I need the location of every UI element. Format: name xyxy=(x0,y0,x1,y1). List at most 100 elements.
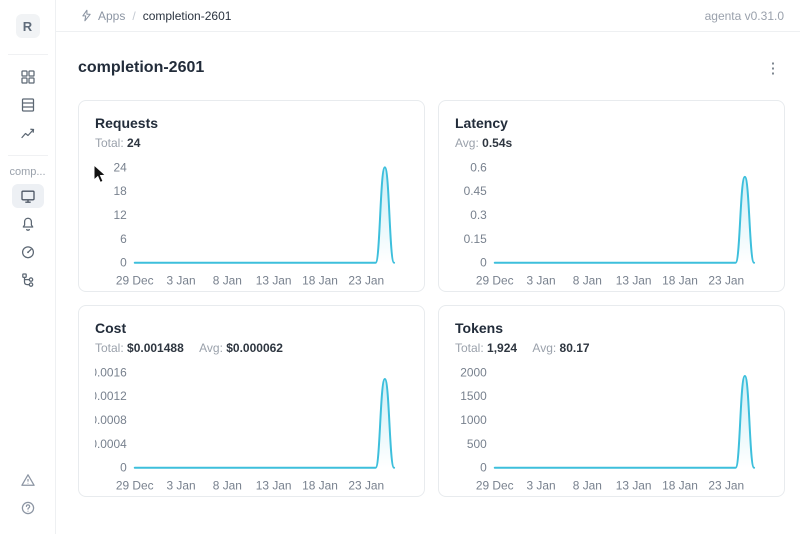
svg-text:23 Jan: 23 Jan xyxy=(708,274,744,288)
stat-value: $0.000062 xyxy=(226,341,283,355)
svg-text:0.3: 0.3 xyxy=(470,208,487,222)
sidebar-item-playground[interactable] xyxy=(12,212,44,236)
svg-text:0.15: 0.15 xyxy=(464,232,488,246)
svg-text:0: 0 xyxy=(120,256,127,270)
svg-text:23 Jan: 23 Jan xyxy=(348,479,384,493)
latency-line-chart: 0 0.15 0.3 0.45 0.6 29 Dec 3 Jan 8 Jan 13 Jan 18 … xyxy=(464,160,756,288)
breadcrumb-current: completion-2601 xyxy=(142,8,232,23)
svg-text:0: 0 xyxy=(120,461,127,475)
sidebar-item-alerts[interactable] xyxy=(12,468,44,492)
card-title: Tokens xyxy=(455,320,503,336)
svg-text:3 Jan: 3 Jan xyxy=(526,274,555,288)
ellipsis-vertical-icon[interactable]: ⋮ xyxy=(765,60,781,77)
stat-label: Total: xyxy=(95,136,124,150)
app-version: agenta v0.31.0 xyxy=(704,8,784,23)
svg-text:23 Jan: 23 Jan xyxy=(708,479,744,493)
svg-text:0.0016: 0.0016 xyxy=(95,365,127,379)
svg-text:13 Jan: 13 Jan xyxy=(256,479,292,493)
svg-text:3 Jan: 3 Jan xyxy=(166,274,195,288)
svg-text:24: 24 xyxy=(114,160,128,174)
svg-text:13 Jan: 13 Jan xyxy=(616,274,652,288)
metric-card-requests: Requests Total: 24 0 6 12 18 24 29 Dec 3 Jan 8 … xyxy=(78,100,425,292)
cost-line-chart: 0 0.0004 0.0008 0.0012 0.0016 29 Dec 3 Jan 8 Ja… xyxy=(95,365,396,493)
requests-line-chart: 0 6 12 18 24 29 Dec 3 Jan 8 Jan 13 Jan 18 Jan 23 J… xyxy=(114,160,396,288)
sidebar-app-label: comp... xyxy=(9,166,46,178)
sidebar-divider xyxy=(7,155,48,156)
stat-label: Avg: xyxy=(532,341,557,355)
breadcrumb: Apps / completion-2601 xyxy=(80,9,231,23)
metric-card-cost: Cost Total: $0.001488 Avg: $0.000062 0 0.… xyxy=(78,305,425,497)
gauge-icon xyxy=(20,244,36,260)
sidebar-item-help[interactable] xyxy=(12,496,44,520)
breadcrumb-separator: / xyxy=(132,8,136,23)
sidebar-divider xyxy=(7,54,48,55)
metric-grid: Requests Total: 24 0 6 12 18 24 29 Dec 3 Jan 8 … xyxy=(78,100,785,497)
stat-value: 80.17 xyxy=(559,341,590,355)
main-area: Apps / completion-2601 agenta v0.31.0 co… xyxy=(56,0,800,534)
svg-text:18: 18 xyxy=(114,184,128,198)
svg-text:29 Dec: 29 Dec xyxy=(476,479,514,493)
card-stats: Total: $0.001488 Avg: $0.000062 xyxy=(95,340,408,357)
tokens-line-chart: 0 500 1000 1500 2000 29 Dec 3 Jan 8 Jan 13 Jan 18… xyxy=(460,365,756,493)
sidebar-item-traces[interactable] xyxy=(12,268,44,292)
stat-value: 0.54s xyxy=(482,136,513,150)
card-title: Latency xyxy=(455,115,508,131)
sidebar-item-testsets[interactable] xyxy=(12,93,44,117)
sidebar-item-apps[interactable] xyxy=(12,65,44,89)
bolt-icon xyxy=(80,9,93,22)
svg-text:0.0008: 0.0008 xyxy=(95,413,127,427)
svg-text:0: 0 xyxy=(480,256,487,270)
workspace-avatar[interactable]: R xyxy=(15,14,40,38)
stat-label: Total: xyxy=(455,341,484,355)
card-title: Cost xyxy=(95,320,127,336)
warning-triangle-icon xyxy=(20,472,36,488)
bell-icon xyxy=(20,216,36,232)
svg-text:29 Dec: 29 Dec xyxy=(476,274,514,288)
svg-text:13 Jan: 13 Jan xyxy=(616,479,652,493)
svg-text:0.45: 0.45 xyxy=(464,184,488,198)
sidebar-item-overview[interactable] xyxy=(11,184,44,208)
stat-value: 1,924 xyxy=(487,341,518,355)
svg-text:8 Jan: 8 Jan xyxy=(213,274,242,288)
svg-text:23 Jan: 23 Jan xyxy=(348,274,384,288)
breadcrumb-apps-link[interactable]: Apps xyxy=(80,9,125,23)
svg-text:0.6: 0.6 xyxy=(470,160,487,174)
svg-text:8 Jan: 8 Jan xyxy=(573,479,602,493)
svg-text:3 Jan: 3 Jan xyxy=(526,479,555,493)
stat-label: Total: xyxy=(95,341,124,355)
svg-text:18 Jan: 18 Jan xyxy=(662,479,698,493)
card-title: Requests xyxy=(95,115,159,131)
sidebar-item-observability[interactable] xyxy=(12,240,44,264)
card-stats: Total: 1,924 Avg: 80.17 xyxy=(455,340,768,357)
sidebar-item-evaluations[interactable] xyxy=(12,121,44,145)
svg-text:13 Jan: 13 Jan xyxy=(256,274,292,288)
svg-text:18 Jan: 18 Jan xyxy=(302,479,338,493)
svg-text:29 Dec: 29 Dec xyxy=(116,479,154,493)
svg-text:1500: 1500 xyxy=(460,389,487,403)
svg-text:1000: 1000 xyxy=(460,413,487,427)
svg-text:8 Jan: 8 Jan xyxy=(573,274,602,288)
metric-card-tokens: Tokens Total: 1,924 Avg: 80.17 0 500 1000 1… xyxy=(438,305,785,497)
page-head: completion-2601 ⋮ xyxy=(78,56,785,80)
svg-text:8 Jan: 8 Jan xyxy=(213,479,242,493)
svg-text:500: 500 xyxy=(467,437,487,451)
stat-value: $0.001488 xyxy=(127,341,184,355)
monitor-icon xyxy=(20,188,36,204)
stat-label: Avg: xyxy=(199,341,223,355)
sidebar-bottom xyxy=(12,466,44,522)
svg-text:0.0004: 0.0004 xyxy=(95,437,127,451)
svg-text:18 Jan: 18 Jan xyxy=(302,274,338,288)
breadcrumb-apps-label: Apps xyxy=(98,8,126,23)
card-stats: Total: 24 xyxy=(95,135,408,152)
metric-card-latency: Latency Avg: 0.54s 0 0.15 0.3 0.45 0.6 29 Dec… xyxy=(438,100,785,292)
svg-text:0: 0 xyxy=(480,461,487,475)
stat-value: 24 xyxy=(127,136,141,150)
svg-text:18 Jan: 18 Jan xyxy=(662,274,698,288)
svg-text:6: 6 xyxy=(120,232,127,246)
svg-text:0.0012: 0.0012 xyxy=(95,389,127,403)
grid-icon xyxy=(20,69,36,85)
help-circle-icon xyxy=(20,500,36,516)
table-icon xyxy=(20,97,36,113)
stat-label: Avg: xyxy=(455,136,479,150)
